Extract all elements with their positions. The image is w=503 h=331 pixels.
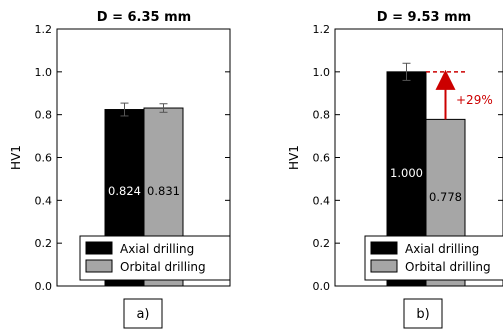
y-tick-label: 1.2	[313, 23, 331, 36]
chart-panel-2: D = 9.53 mm HV1 1.000 0.778 +29% 0.0 0.2 0.4 0.6…	[287, 10, 503, 329]
chart-title: D = 9.53 mm	[377, 10, 471, 25]
bar-value-label: 0.831	[147, 184, 180, 198]
y-tick-label: 0.0	[313, 280, 331, 293]
legend-entry: Orbital drilling	[405, 260, 491, 274]
percent-increase-label: +29%	[456, 93, 493, 107]
legend-swatch	[85, 259, 113, 273]
bar-value-label: 0.824	[108, 184, 141, 198]
legend: Axial drilling Orbital drilling	[364, 235, 503, 281]
y-tick-label: 0.4	[313, 194, 331, 207]
bar-value-label: 0.778	[429, 190, 462, 204]
bar-value-label: 1.000	[390, 166, 423, 180]
y-tick-label: 0.2	[313, 237, 331, 250]
y-tick-label: 0.6	[35, 152, 53, 165]
legend-entry: Axial drilling	[405, 242, 479, 256]
panel-label-text: b)	[416, 307, 429, 322]
panel-label-box	[123, 298, 163, 329]
chart-panel-1: D = 6.35 mm HV1 0.824 0.831 0.0 0.2 0.4 0.6 0.8 1…	[9, 10, 231, 329]
y-tick-label: 0.4	[35, 194, 53, 207]
y-tick-label: 0.8	[35, 109, 53, 122]
y-tick-label: 0.8	[313, 109, 331, 122]
y-tick-label: 0.0	[35, 280, 53, 293]
y-tick-label: 0.6	[313, 152, 331, 165]
y-tick-label: 1.0	[313, 66, 331, 79]
y-tick-label: 0.2	[35, 237, 53, 250]
legend-swatch	[370, 259, 398, 273]
y-tick-label: 1.2	[35, 23, 53, 36]
chart-title: D = 6.35 mm	[97, 10, 191, 25]
legend-swatch	[85, 241, 113, 255]
panel-label: b)	[403, 298, 443, 329]
panel-label: a)	[123, 298, 163, 329]
legend: Axial drilling Orbital drilling	[79, 235, 231, 281]
legend-entry: Axial drilling	[120, 242, 194, 256]
y-axis-label: HV1	[9, 145, 23, 170]
panel-label-box	[403, 298, 443, 329]
panel-label-text: a)	[136, 307, 149, 322]
legend-entry: Orbital drilling	[120, 260, 206, 274]
y-tick-label: 1.0	[35, 66, 53, 79]
y-axis-label: HV1	[287, 145, 301, 170]
legend-swatch	[370, 241, 398, 255]
